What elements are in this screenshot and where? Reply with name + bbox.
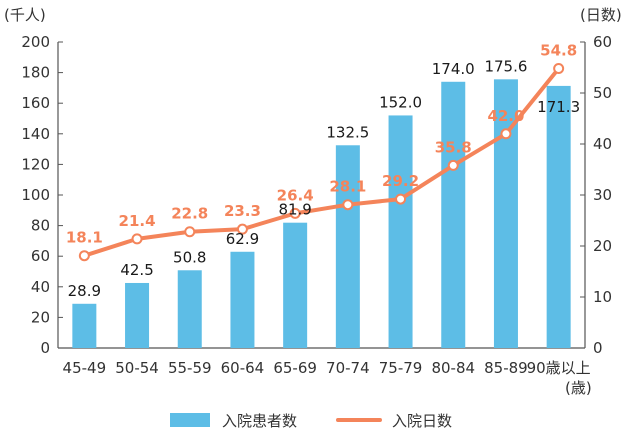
bar-value-label: 174.0 xyxy=(432,60,475,78)
y-left-tick-label: 200 xyxy=(21,33,50,51)
bar-value-label: 175.6 xyxy=(484,57,527,75)
x-tick-label: 80-84 xyxy=(431,359,475,377)
y-left-tick-label: 20 xyxy=(31,308,50,326)
bar xyxy=(335,145,360,348)
y-right-tick-label: 40 xyxy=(593,135,612,153)
x-tick-label: 50-54 xyxy=(115,359,159,377)
bar-value-label: 152.0 xyxy=(379,93,422,111)
x-tick-label: 85-89 xyxy=(484,359,528,377)
y-right-tick-label: 10 xyxy=(593,288,612,306)
x-unit: (歳) xyxy=(565,379,592,397)
x-tick-label: 75-79 xyxy=(379,359,423,377)
line-point xyxy=(500,128,512,140)
y-right-tick-label: 30 xyxy=(593,186,612,204)
line-point xyxy=(184,226,196,238)
y-left-tick-label: 160 xyxy=(21,94,50,112)
y-left-tick-label: 0 xyxy=(40,339,50,357)
legend-bar-swatch xyxy=(170,413,210,427)
bars xyxy=(72,79,571,348)
bar-value-label: 81.9 xyxy=(278,201,311,219)
y-right-tick-label: 50 xyxy=(593,84,612,102)
x-tick-label: 70-74 xyxy=(326,359,370,377)
line-point xyxy=(78,250,90,262)
y-right-tick-label: 60 xyxy=(593,33,612,51)
line-point xyxy=(447,159,459,171)
line-value-label: 28.1 xyxy=(329,178,366,196)
bar-value-label: 132.5 xyxy=(326,123,369,141)
x-tick-label: 65-69 xyxy=(273,359,317,377)
y-left-tick-label: 40 xyxy=(31,278,50,296)
y-left-tick-label: 120 xyxy=(21,155,50,173)
line-value-label: 23.3 xyxy=(224,202,261,220)
bar xyxy=(441,81,466,348)
bar-value-label: 28.9 xyxy=(68,282,101,300)
line-point xyxy=(289,207,301,219)
line-value-label: 54.8 xyxy=(540,42,577,60)
line-value-label: 22.8 xyxy=(171,205,208,223)
x-tick-label: 60-64 xyxy=(221,359,265,377)
line-point xyxy=(342,199,354,211)
line-point xyxy=(236,223,248,235)
y-left-tick-label: 80 xyxy=(31,217,50,235)
line-value-label: 29.2 xyxy=(382,172,419,190)
legend: 入院患者数 入院日数 xyxy=(170,412,452,430)
bar xyxy=(283,222,308,348)
bar xyxy=(388,115,413,348)
line-value-label: 26.4 xyxy=(277,186,314,204)
bar xyxy=(177,270,202,348)
bar xyxy=(72,303,97,348)
bar-value-label: 50.8 xyxy=(173,248,206,266)
line-value-label: 21.4 xyxy=(119,212,156,230)
y-right-unit: (日数) xyxy=(580,6,622,24)
x-tick-label: 55-59 xyxy=(168,359,212,377)
y-right-tick-label: 20 xyxy=(593,237,612,255)
bar xyxy=(230,251,255,348)
y-left-tick-label: 100 xyxy=(21,186,50,204)
bar-value-label: 62.9 xyxy=(226,230,259,248)
y-right-tick-label: 0 xyxy=(593,339,603,357)
line-value-label: 18.1 xyxy=(66,229,103,247)
line-value-label: 35.8 xyxy=(435,138,472,156)
axes: 0 20 40 60 80 100 120 140 160 180 200 0 10 20 30 40 50 60… xyxy=(21,33,612,377)
line-point xyxy=(395,193,407,205)
x-tick-label: 45-49 xyxy=(63,359,107,377)
x-tick-label: 90歳以上 xyxy=(527,359,591,377)
line-point xyxy=(553,63,565,75)
line-value-label: 42.0 xyxy=(487,107,524,125)
bar-value-label: 171.3 xyxy=(537,98,580,116)
legend-line-label: 入院日数 xyxy=(392,412,452,430)
y-left-tick-label: 60 xyxy=(31,247,50,265)
line-path xyxy=(82,66,561,258)
legend-bar-label: 入院患者数 xyxy=(222,412,297,430)
line-series xyxy=(78,63,565,262)
bar xyxy=(125,282,150,348)
y-left-tick-label: 180 xyxy=(21,64,50,82)
line-point xyxy=(131,233,143,245)
data-labels: 28.9 42.5 50.8 62.9 81.9 132.5 152.0 174.0 175.6… xyxy=(66,42,580,300)
bar xyxy=(546,85,571,348)
y-left-unit: (千人) xyxy=(4,6,46,24)
bar-value-label: 42.5 xyxy=(120,261,153,279)
y-left-tick-label: 140 xyxy=(21,125,50,143)
